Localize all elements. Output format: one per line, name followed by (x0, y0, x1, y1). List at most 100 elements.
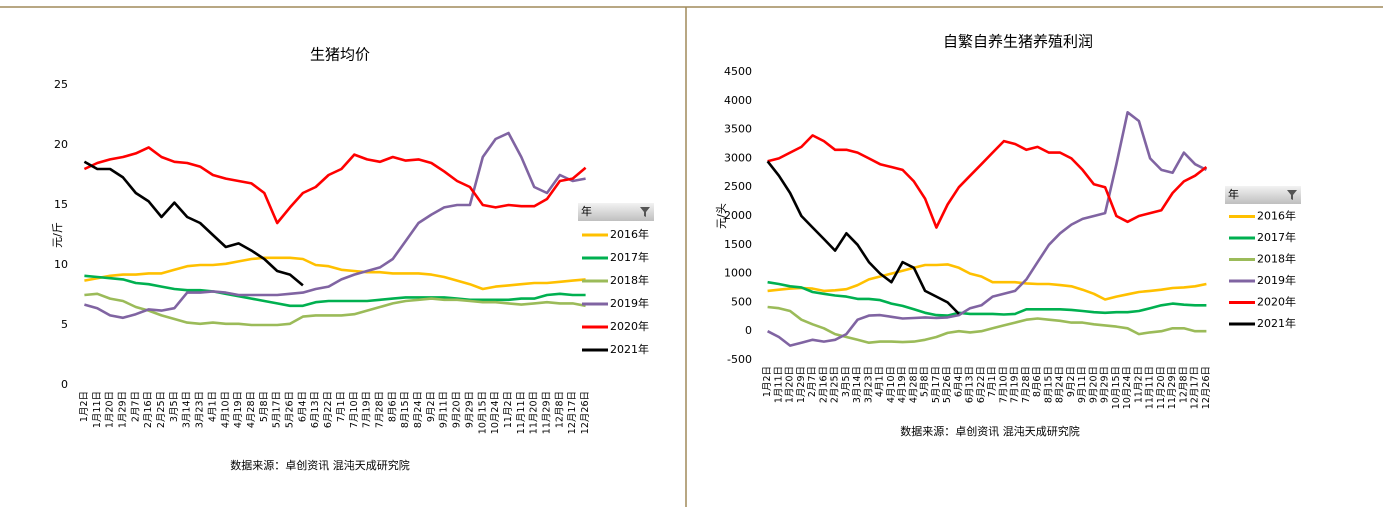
y-tick-label: 500 (731, 295, 752, 308)
x-tick-label: 7月1日 (336, 391, 347, 422)
x-tick-label: 11月20日 (1156, 366, 1167, 409)
x-tick-label: 11月29日 (542, 391, 553, 434)
y-tick-label: 0 (61, 378, 68, 391)
x-tick-label: 5月17日 (272, 391, 283, 428)
x-tick-label: 9月20日 (1088, 366, 1099, 403)
x-tick-label: 2月25日 (156, 391, 167, 428)
y-tick-label: 2000 (724, 209, 752, 222)
chart-title: 生猪均价 (310, 46, 370, 64)
series-line (84, 292, 586, 327)
x-tick-label: 7月19日 (1010, 366, 1021, 403)
legend-label: 2017年 (1257, 230, 1296, 244)
y-tick-label: 5 (61, 318, 68, 331)
series-line (767, 263, 1207, 301)
x-tick-label: 6月4日 (297, 391, 308, 422)
x-tick-label: 11月29日 (1167, 366, 1178, 409)
x-tick-label: 1月11日 (92, 391, 103, 428)
legend-label: 2016年 (610, 227, 649, 241)
y-tick-label: 1000 (724, 267, 752, 280)
x-tick-label: 11月11日 (516, 391, 527, 434)
x-tick-label: 10月15日 (1111, 366, 1122, 409)
series-line (84, 256, 586, 291)
x-tick-label: 9月29日 (464, 391, 475, 428)
x-tick-label: 1月29日 (796, 366, 807, 403)
legend-title: 年 (581, 204, 592, 218)
x-tick-label: 9月11日 (1077, 366, 1088, 403)
series-line (767, 280, 1207, 317)
y-tick-label: 4000 (724, 94, 752, 107)
legend-label: 2019年 (1257, 273, 1296, 287)
x-tick-label: 12月17日 (1190, 366, 1201, 409)
x-tick-label: 4月1日 (207, 391, 218, 422)
x-tick-label: 12月26日 (580, 391, 591, 434)
x-tick-label: 4月28日 (908, 366, 919, 403)
x-tick-label: 3月14日 (182, 391, 193, 428)
x-tick-label: 1月2日 (79, 391, 90, 422)
legend-title: 年 (1228, 187, 1239, 201)
series-line (83, 146, 587, 225)
x-tick-label: 5月26日 (285, 391, 296, 428)
x-tick-label: 5月26日 (942, 366, 953, 403)
x-tick-label: 7月1日 (987, 366, 998, 397)
x-tick-label: 5月17日 (931, 366, 942, 403)
x-tick-label: 4月28日 (246, 391, 257, 428)
x-tick-label: 2月7日 (130, 391, 141, 422)
x-tick-label: 9月20日 (452, 391, 463, 428)
x-tick-label: 8月6日 (1032, 366, 1043, 397)
legend-label: 2017年 (610, 250, 649, 264)
legend-label: 2020年 (1257, 295, 1296, 309)
x-tick-label: 1月11日 (773, 366, 784, 403)
x-tick-label: 6月22日 (976, 366, 987, 403)
x-tick-label: 8月15日 (400, 391, 411, 428)
x-tick-label: 3月23日 (863, 366, 874, 403)
y-tick-label: 4500 (724, 65, 752, 78)
x-tick-label: 11月11日 (1145, 366, 1156, 409)
legend-label: 2016年 (1257, 209, 1296, 223)
y-tick-label: 25 (54, 78, 68, 91)
source-note: 数据来源：卓创资讯 混沌天成研究院 (230, 458, 410, 472)
x-tick-label: 9月29日 (1100, 366, 1111, 403)
x-tick-label: 4月19日 (233, 391, 244, 428)
y-tick-label: 3000 (724, 151, 752, 164)
x-tick-label: 12月8日 (1178, 366, 1189, 403)
x-tick-label: 4月10日 (886, 366, 897, 403)
series-line (83, 160, 304, 287)
x-tick-label: 5月8日 (920, 366, 931, 397)
x-tick-label: 10月24日 (1122, 366, 1133, 409)
x-tick-label: 8月15日 (1043, 366, 1054, 403)
y-tick-label: -500 (727, 353, 752, 366)
legend-label: 2018年 (1257, 252, 1296, 266)
x-tick-label: 3月5日 (169, 391, 180, 422)
x-tick-label: 5月8日 (259, 391, 270, 422)
y-tick-label: 20 (54, 138, 68, 151)
x-tick-label: 2月7日 (807, 366, 818, 397)
x-tick-label: 11月20日 (529, 391, 540, 434)
x-tick-label: 9月2日 (426, 391, 437, 422)
x-tick-label: 7月28日 (1021, 366, 1032, 403)
legend-label: 2020年 (610, 319, 649, 333)
x-tick-label: 8月24日 (1055, 366, 1066, 403)
x-tick-label: 6月4日 (953, 366, 964, 397)
x-tick-label: 1月29日 (117, 391, 128, 428)
x-tick-label: 12月8日 (554, 391, 565, 428)
x-tick-label: 12月26日 (1201, 366, 1212, 409)
x-tick-label: 12月17日 (567, 391, 578, 434)
legend-label: 2019年 (610, 296, 649, 310)
x-tick-label: 9月2日 (1066, 366, 1077, 397)
y-axis-label: 元/头 (715, 203, 728, 229)
x-tick-label: 6月13日 (310, 391, 321, 428)
y-tick-label: 15 (54, 198, 68, 211)
filter-icon (640, 207, 650, 217)
y-tick-label: 10 (54, 258, 68, 271)
y-tick-label: 3500 (724, 123, 752, 136)
y-tick-label: 1500 (724, 238, 752, 251)
x-tick-label: 7月10日 (349, 391, 360, 428)
x-tick-label: 3月5日 (841, 366, 852, 397)
x-tick-label: 7月28日 (374, 391, 385, 428)
series-line (767, 134, 1208, 229)
y-tick-label: 2500 (724, 180, 752, 193)
filter-icon (1287, 190, 1297, 200)
x-tick-label: 11月2日 (1133, 366, 1144, 403)
x-tick-label: 2月16日 (818, 366, 829, 403)
